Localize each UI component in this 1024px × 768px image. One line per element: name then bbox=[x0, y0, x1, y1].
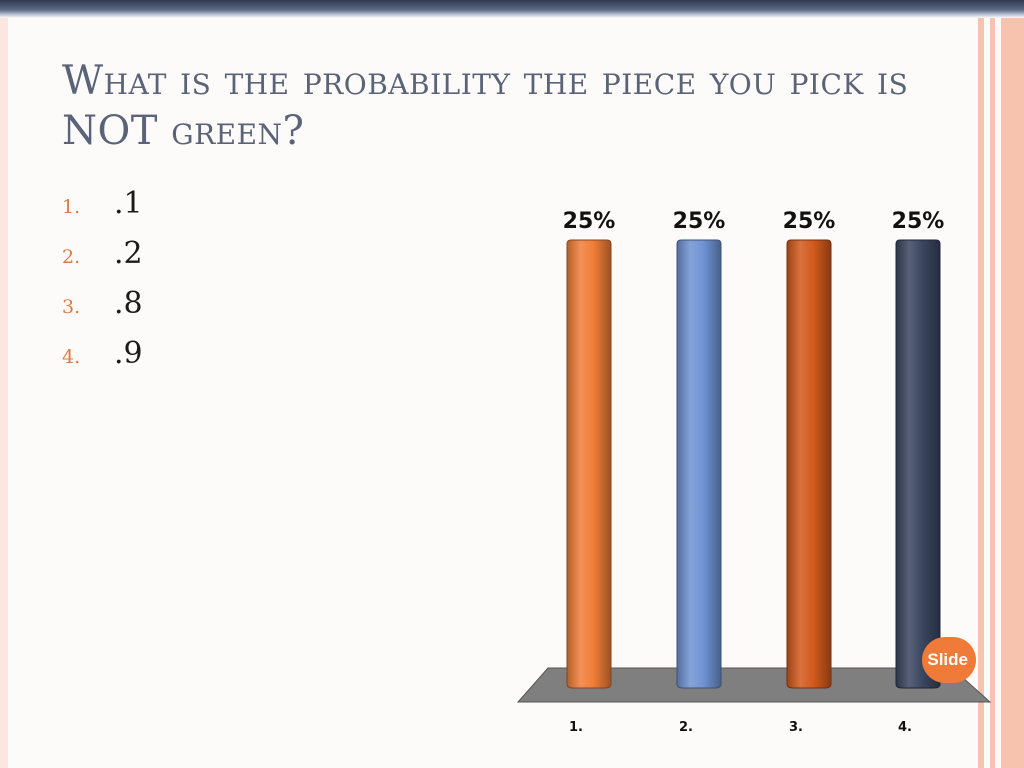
option-item: 1. .1 bbox=[62, 186, 143, 236]
option-item: 2. .2 bbox=[62, 236, 143, 286]
category-label-3: 3. bbox=[789, 720, 803, 735]
bar-4 bbox=[895, 239, 941, 689]
option-value: .2 bbox=[114, 236, 143, 271]
category-label-2: 2. bbox=[679, 720, 693, 735]
data-label-3: 25% bbox=[783, 209, 836, 234]
data-label-2: 25% bbox=[673, 209, 726, 234]
option-number: 1. bbox=[62, 196, 81, 218]
top-band bbox=[0, 0, 1024, 18]
bar-1 bbox=[566, 239, 612, 689]
data-label-4: 25% bbox=[892, 209, 945, 234]
slide-title: What is the probability the piece you pi… bbox=[62, 56, 942, 156]
option-value: .1 bbox=[114, 186, 143, 221]
labels-group: 25% 1. 25% 2. 25% 3. 25% 4. bbox=[563, 209, 945, 735]
category-label-1: 1. bbox=[569, 720, 583, 735]
data-label-1: 25% bbox=[563, 209, 616, 234]
title-part-3: green? bbox=[157, 108, 305, 154]
right-stripe-1 bbox=[978, 18, 984, 768]
bar-3 bbox=[786, 239, 832, 689]
title-part-1: What is the probability the piece you pi… bbox=[62, 58, 909, 104]
option-number: 2. bbox=[62, 246, 81, 268]
bar-2 bbox=[676, 239, 722, 689]
bar-chart: 25% 1. 25% 2. 25% 3. 25% 4. bbox=[516, 209, 992, 735]
bars-group bbox=[566, 239, 941, 689]
title-emphasis: NOT bbox=[62, 108, 158, 154]
right-stripe-3 bbox=[1001, 18, 1024, 768]
slide-badge: Slide bbox=[922, 637, 976, 683]
category-label-4: 4. bbox=[898, 720, 912, 735]
option-number: 3. bbox=[62, 296, 81, 318]
option-value: .9 bbox=[114, 336, 143, 371]
left-stripe bbox=[0, 18, 8, 768]
option-number: 4. bbox=[62, 346, 81, 368]
answer-options: 1. .1 2. .2 3. .8 4. .9 bbox=[62, 186, 143, 386]
right-stripe-2 bbox=[990, 18, 995, 768]
option-item: 4. .9 bbox=[62, 336, 143, 386]
option-item: 3. .8 bbox=[62, 286, 143, 336]
option-value: .8 bbox=[114, 286, 143, 321]
